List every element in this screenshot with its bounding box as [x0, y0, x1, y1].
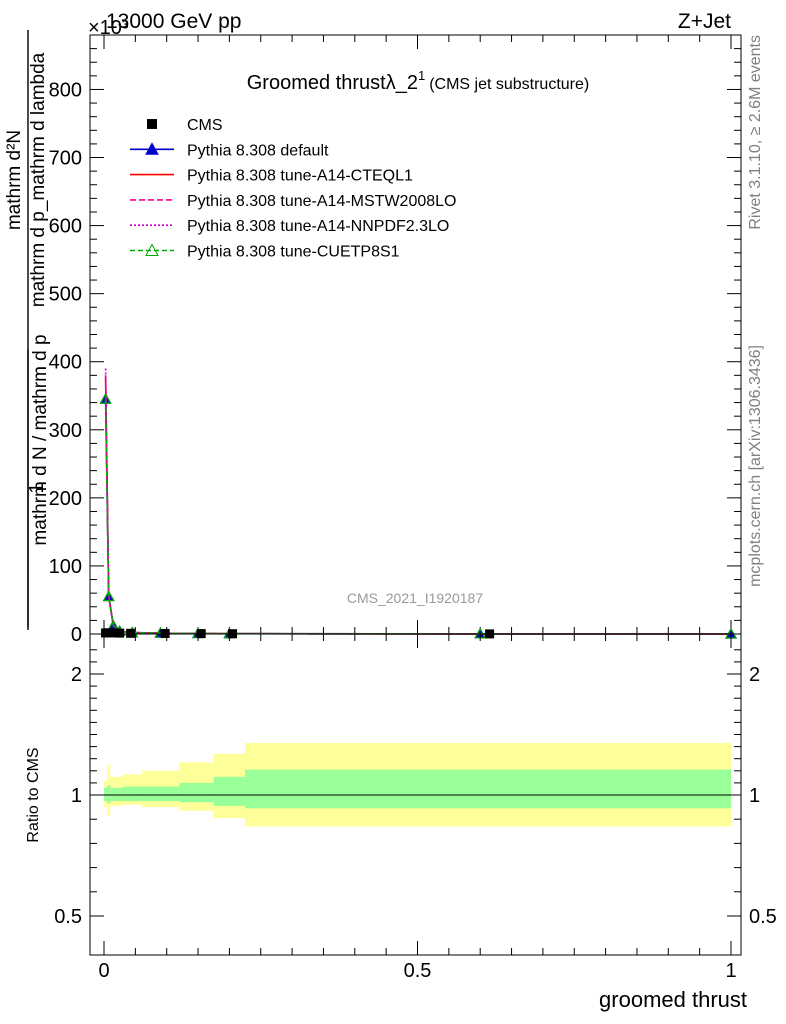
main-ytick-label: 0	[71, 624, 82, 646]
main-ytick-label: 400	[49, 352, 82, 374]
header-exponent: ×10³	[88, 17, 129, 39]
xtick-label: 0.5	[404, 960, 432, 982]
legend: CMS Pythia 8.308 default Pythia 8.308 tune…	[130, 117, 456, 261]
xtick-label: 0	[98, 960, 109, 982]
main-ytick-label: 300	[49, 420, 82, 442]
title-main: Groomed thrust	[247, 72, 386, 94]
ratio-stat-band	[213, 776, 246, 806]
ratio-ytick-label: 1	[71, 785, 82, 807]
cms-data-point	[104, 628, 114, 638]
main-ytick-label: 100	[49, 556, 82, 578]
legend-label: Pythia 8.308 tune-A14-NNPDF2.3LO	[187, 218, 449, 235]
cms-data-point	[115, 628, 125, 638]
legend-marker	[145, 243, 159, 256]
xlabel: groomed thrust	[599, 987, 747, 1012]
analysis-watermark: CMS_2021_I1920187	[347, 590, 483, 606]
ratio-ytick-label: 2	[71, 664, 82, 686]
ratio-bands	[104, 742, 731, 827]
main-ytick-label: 800	[49, 79, 82, 101]
ratio-ytick-label: 0.5	[54, 906, 82, 928]
ylabel-prefix: 1	[26, 482, 48, 493]
ylabel-frac-num: mathrm d²N	[4, 130, 25, 230]
legend-marker-cms	[147, 119, 157, 129]
legend-label: CMS	[187, 117, 223, 134]
title-lambda: λ_2	[386, 72, 418, 94]
series-line-5	[104, 399, 732, 635]
ratio-stat-band	[245, 769, 731, 809]
mcplots-text: mcplots.cern.ch [arXiv:1306.3436]	[747, 345, 764, 587]
main-ytick-label: 700	[49, 148, 82, 170]
main-ytick-label: 200	[49, 488, 82, 510]
ratio-stat-band	[107, 785, 111, 804]
title-sup: 1	[418, 68, 425, 83]
ratio-ytick-label-right: 1	[749, 785, 760, 807]
ylabel-frac-den: mathrm d p_mathrm d lambda	[28, 52, 49, 307]
series-marker-5	[99, 392, 112, 404]
cms-data-point	[126, 628, 136, 638]
cms-data-point	[108, 628, 118, 638]
ratio-stat-band	[122, 786, 142, 802]
ratio-ytick-label-right: 0.5	[749, 906, 777, 928]
ylabel-main: mathrm d N / mathrm d p	[30, 334, 51, 545]
main-ytick-label: 500	[49, 284, 82, 306]
header-energy: 13000 GeV pp	[106, 10, 241, 33]
legend-marker	[145, 142, 159, 155]
ratio-stat-band	[110, 787, 123, 802]
ratio-ytick-label-right: 2	[749, 664, 760, 686]
ratio-ylabel: Ratio to CMS	[25, 747, 42, 842]
legend-label: Pythia 8.308 default	[187, 142, 329, 159]
ratio-stat-band	[179, 782, 214, 803]
ratio-stat-band	[141, 786, 180, 802]
legend-label: Pythia 8.308 tune-A14-CTEQL1	[187, 168, 413, 185]
plot-title: Groomed thrustλ_21 (CMS jet substructure)	[247, 68, 589, 94]
header-process: Z+Jet	[678, 10, 731, 33]
ratio-ticks: 0.5 0.5 1 1 2 2 0 0.5 1	[54, 634, 777, 982]
main-ytick-label: 600	[49, 216, 82, 238]
series-marker-5	[102, 590, 115, 602]
xtick-label: 1	[725, 960, 736, 982]
title-sub: (CMS jet substructure)	[429, 76, 589, 93]
ratio-stat-band	[104, 787, 108, 802]
main-ylabel: 1 mathrm d²N mathrm d p_mathrm d lambda …	[4, 30, 51, 630]
rivet-text: Rivet 3.1.10, ≥ 2.6M events	[747, 35, 764, 230]
legend-label: Pythia 8.308 tune-CUETP8S1	[187, 244, 400, 261]
legend-label: Pythia 8.308 tune-A14-MSTW2008LO	[187, 193, 456, 210]
cms-data-point	[160, 628, 170, 638]
